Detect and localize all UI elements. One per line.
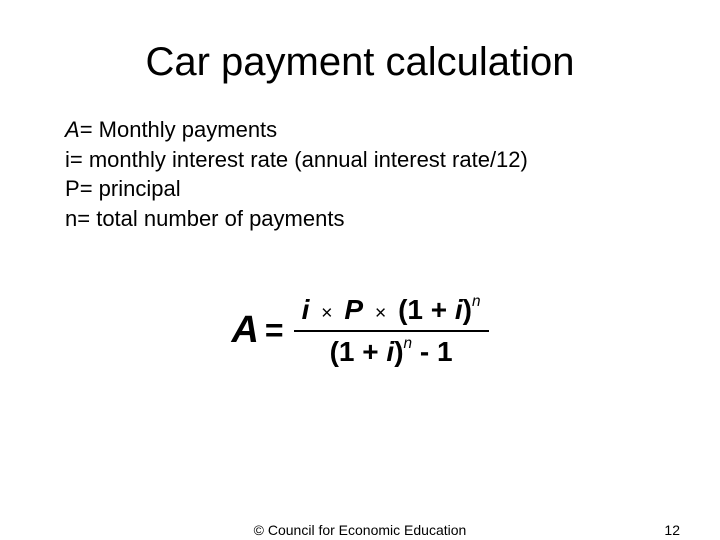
formula-fraction: i × P × (1 + i)n (1 + i)n - 1 xyxy=(294,294,489,368)
def-i-text: = monthly interest rate (annual interest… xyxy=(70,147,528,172)
den-exp: n xyxy=(404,335,413,352)
formula-lhs: A xyxy=(231,309,258,352)
footer-credit: © Council for Economic Education xyxy=(0,522,720,538)
formula-numerator: i × P × (1 + i)n xyxy=(294,294,489,332)
footer-page-number: 12 xyxy=(664,522,680,538)
def-n-var: n xyxy=(65,206,77,231)
num-i: i xyxy=(302,294,310,325)
num-times1: × xyxy=(321,302,332,324)
def-i: i= monthly interest rate (annual interes… xyxy=(65,145,660,175)
def-P-text: = principal xyxy=(80,176,181,201)
num-i2: i xyxy=(455,294,463,325)
formula-equals: = xyxy=(265,312,284,349)
variable-definitions: A= Monthly payments i= monthly interest … xyxy=(65,115,660,234)
slide-title: Car payment calculation xyxy=(60,40,660,85)
den-open: (1 + xyxy=(330,336,387,367)
def-P-var: P xyxy=(65,176,80,201)
den-close: ) xyxy=(394,336,403,367)
num-P: P xyxy=(344,294,363,325)
def-A: A= Monthly payments xyxy=(65,115,660,145)
formula-denominator: (1 + i)n - 1 xyxy=(322,332,461,368)
formula: A = i × P × (1 + i)n (1 + i)n - 1 xyxy=(231,294,488,368)
def-n-text: = total number of payments xyxy=(77,206,344,231)
def-A-text: = Monthly payments xyxy=(80,117,277,142)
def-A-var: A xyxy=(65,117,80,142)
den-minus: - 1 xyxy=(412,336,452,367)
num-open: (1 + xyxy=(398,294,455,325)
formula-container: A = i × P × (1 + i)n (1 + i)n - 1 xyxy=(60,294,660,368)
def-P: P= principal xyxy=(65,174,660,204)
def-n: n= total number of payments xyxy=(65,204,660,234)
num-times2: × xyxy=(375,302,386,324)
num-close: ) xyxy=(463,294,472,325)
slide: Car payment calculation A= Monthly payme… xyxy=(0,0,720,540)
num-exp: n xyxy=(472,293,481,310)
